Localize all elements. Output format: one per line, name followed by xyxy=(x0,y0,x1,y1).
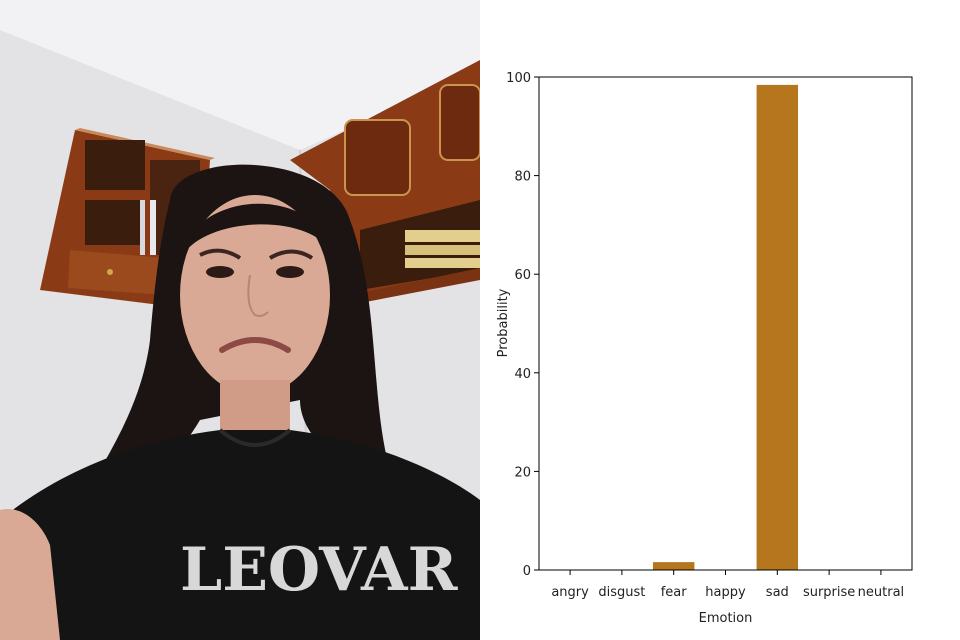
bar-sad xyxy=(756,84,799,570)
x-tick-label-angry: angry xyxy=(551,585,589,600)
y-tick-label: 0 xyxy=(523,564,531,579)
face xyxy=(180,195,335,395)
x-tick-label-neutral: neutral xyxy=(858,585,905,600)
left-cabinet xyxy=(40,128,215,310)
plot-frame xyxy=(538,76,913,571)
y-tick-label: 60 xyxy=(514,268,531,283)
emotion-chart: 0 20 40 60 80 100 angry disgust fear happy sad sur… xyxy=(480,0,960,640)
x-axis-ticks: angry disgust fear happy sad surprise neutral xyxy=(551,570,904,600)
black-tshirt: LEOVAR xyxy=(0,428,480,640)
y-axis-ticks: 0 20 40 60 80 100 xyxy=(506,71,539,579)
x-tick-label-fear: fear xyxy=(661,585,688,600)
bars-group xyxy=(652,84,799,570)
x-axis-label: Emotion xyxy=(699,611,753,626)
selfie-illustration: LEOVAR xyxy=(0,0,480,640)
x-tick-label-sad: sad xyxy=(766,585,789,600)
y-tick-label: 80 xyxy=(514,170,531,185)
y-axis-label: Probability xyxy=(496,288,511,357)
x-tick-label-happy: happy xyxy=(705,585,746,600)
x-tick-label-disgust: disgust xyxy=(598,585,645,600)
selfie-photo: LEOVAR xyxy=(0,0,480,640)
y-tick-label: 40 xyxy=(514,367,531,382)
x-tick-label-surprise: surprise xyxy=(803,585,855,600)
right-cabinet xyxy=(290,60,480,305)
y-tick-label: 20 xyxy=(514,465,531,480)
arm xyxy=(0,509,60,640)
shirt-print: LEOVAR xyxy=(180,535,459,605)
bar-fear xyxy=(652,562,695,570)
y-tick-label: 100 xyxy=(506,71,531,86)
chart-svg: 0 20 40 60 80 100 angry disgust fear happy sad sur… xyxy=(496,71,913,626)
